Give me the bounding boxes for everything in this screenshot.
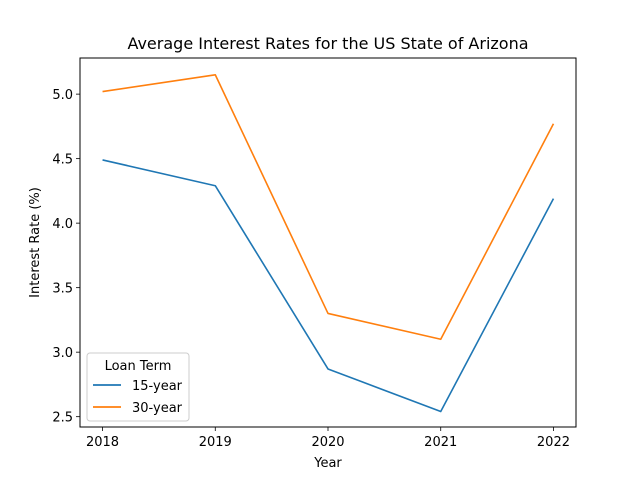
y-axis-label: Interest Rate (%) xyxy=(28,187,43,298)
x-axis: 2018 2019 2020 2021 2022 xyxy=(86,427,570,450)
legend-box xyxy=(86,352,190,422)
series-layer xyxy=(102,73,555,413)
y-tick-label: 3.0 xyxy=(52,346,73,361)
chart-title: Average Interest Rates for the US State … xyxy=(127,34,528,53)
x-tick-label: 2019 xyxy=(199,435,232,450)
x-tick-label: 2021 xyxy=(424,435,457,450)
legend-label-15-year: 15-year xyxy=(132,379,183,394)
legend-label-30-year: 30-year xyxy=(132,401,183,416)
y-tick-label: 4.0 xyxy=(52,217,73,232)
x-tick-label: 2022 xyxy=(537,435,570,450)
x-axis-label: Year xyxy=(313,456,342,471)
x-tick-label: 2018 xyxy=(86,435,119,450)
y-tick-label: 5.0 xyxy=(52,88,73,103)
x-tick-label: 2020 xyxy=(311,435,344,450)
y-tick-label: 4.5 xyxy=(52,153,73,168)
y-tick-label: 3.5 xyxy=(52,282,73,297)
series-line-30-year xyxy=(102,73,555,341)
legend: Loan Term 15-year 30-year xyxy=(86,352,190,422)
y-axis: 2.5 3.0 3.5 4.0 4.5 5.0 xyxy=(52,88,80,426)
legend-title: Loan Term xyxy=(105,359,172,374)
y-tick-label: 2.5 xyxy=(52,411,73,426)
series-line-15-year xyxy=(102,159,555,413)
